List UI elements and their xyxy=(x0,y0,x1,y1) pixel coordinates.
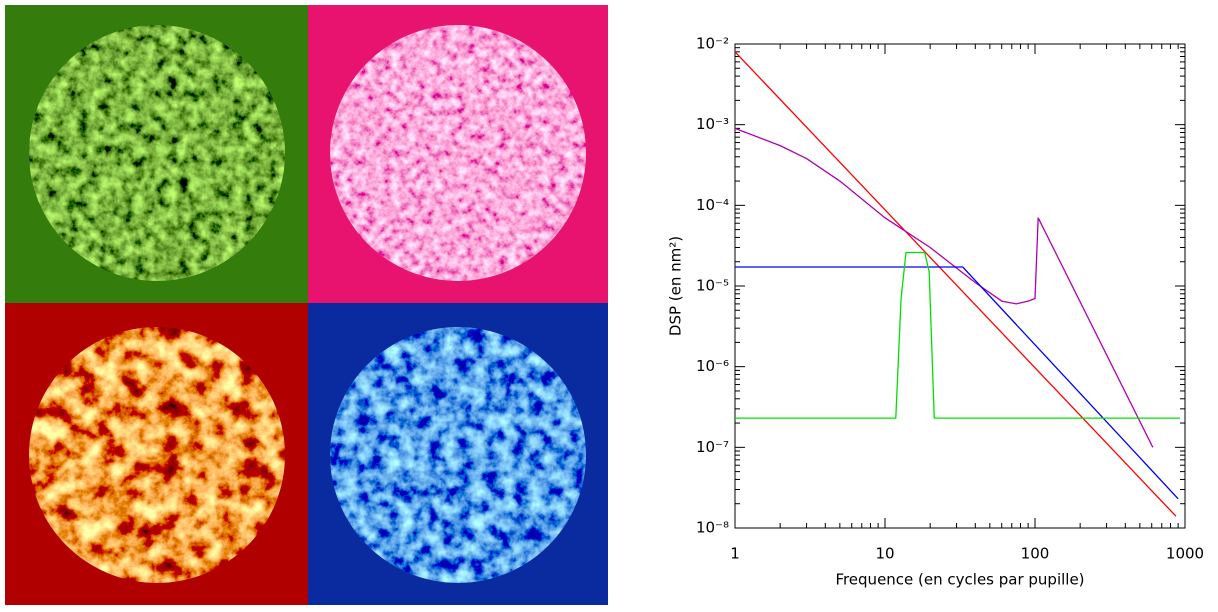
y-tick-label: 10⁻² xyxy=(696,35,729,53)
y-tick-label: 10⁻⁷ xyxy=(696,438,729,456)
y-axis-label: DSP (en nm²) xyxy=(667,236,685,336)
x-axis-label: Frequence (en cycles par pupille) xyxy=(835,571,1084,589)
noise-map xyxy=(29,25,285,281)
noise-map xyxy=(330,25,586,281)
series-line xyxy=(734,127,1154,448)
series-line xyxy=(735,251,1180,419)
noise-map xyxy=(330,327,586,583)
x-tick-label: 1000 xyxy=(1166,545,1204,563)
x-tick-label: 100 xyxy=(1021,545,1050,563)
y-tick-label: 10⁻⁸ xyxy=(696,519,729,537)
y-tick-label: 10⁻⁴ xyxy=(696,196,729,214)
y-tick-label: 10⁻⁶ xyxy=(696,357,729,375)
x-tick-label: 1 xyxy=(730,545,740,563)
series-line xyxy=(734,51,1177,517)
x-tick-label: 10 xyxy=(875,545,894,563)
y-tick-label: 10⁻³ xyxy=(696,115,729,133)
y-tick-label: 10⁻⁵ xyxy=(696,277,729,295)
phase-maps xyxy=(5,5,608,605)
noise-map xyxy=(29,327,285,583)
series-line xyxy=(735,266,1179,500)
